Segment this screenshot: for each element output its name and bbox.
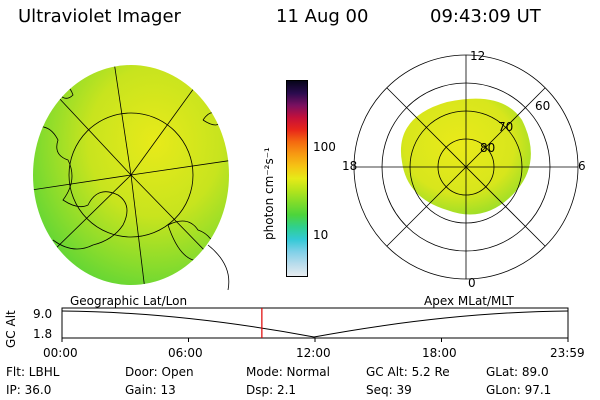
mlat-label-60: 60	[535, 99, 550, 113]
gc-alt-info: GC Alt: 5.2 Re	[366, 365, 450, 379]
mlt-label-6: 6	[578, 159, 586, 173]
door-info: Door: Open	[125, 365, 194, 379]
mlt-label-0: 0	[468, 276, 476, 290]
timeline-right-title: Apex MLat/MLT	[424, 294, 514, 308]
coastline	[33, 126, 128, 250]
x-tick-0000: 00:00	[43, 346, 78, 360]
altitude-timeline	[61, 307, 569, 342]
instrument-title: Ultraviolet Imager	[18, 6, 181, 27]
timeline-frame	[61, 307, 569, 339]
date-label: 11 Aug 00	[276, 6, 369, 27]
glon-info: GLon: 97.1	[486, 383, 552, 397]
y-tick-9: 9.0	[33, 307, 53, 321]
mlat-label-80: 80	[480, 141, 495, 155]
timeline-axis-label: GC Alt	[4, 310, 18, 348]
mlt-label-18: 18	[342, 159, 357, 173]
ip-info: IP: 36.0	[6, 383, 52, 397]
y-tick-1.8: 1.8	[33, 327, 53, 341]
mode-info: Mode: Normal	[246, 365, 330, 379]
glat-info: GLat: 89.0	[486, 365, 549, 379]
colorbar-tick-10: 10	[313, 228, 329, 242]
colorbar-unit-label: photon cm⁻²s⁻¹	[262, 147, 276, 240]
latitude-circle	[68, 112, 194, 238]
filter-info: Flt: LBHL	[6, 365, 60, 379]
coastline	[207, 244, 230, 290]
mlat-label-70: 70	[498, 120, 513, 134]
timeline-left-title: Geographic Lat/Lon	[70, 294, 188, 308]
seq-info: Seq: 39	[366, 383, 412, 397]
x-tick-1800: 18:00	[422, 346, 457, 360]
x-tick-2359: 23:59	[550, 346, 585, 360]
mlt-label-12: 12	[470, 49, 485, 63]
altitude-curve	[61, 310, 569, 338]
gain-info: Gain: 13	[125, 383, 176, 397]
colorbar-tick-100: 100	[313, 140, 336, 154]
x-tick-0600: 06:00	[168, 346, 203, 360]
dsp-info: Dsp: 2.1	[246, 383, 297, 397]
colorbar	[286, 80, 308, 277]
polar-plot: 12 18 6 0 80 70 60	[342, 49, 586, 290]
geographic-image	[33, 65, 230, 290]
time-label: 09:43:09 UT	[430, 6, 541, 27]
x-tick-1200: 12:00	[296, 346, 331, 360]
